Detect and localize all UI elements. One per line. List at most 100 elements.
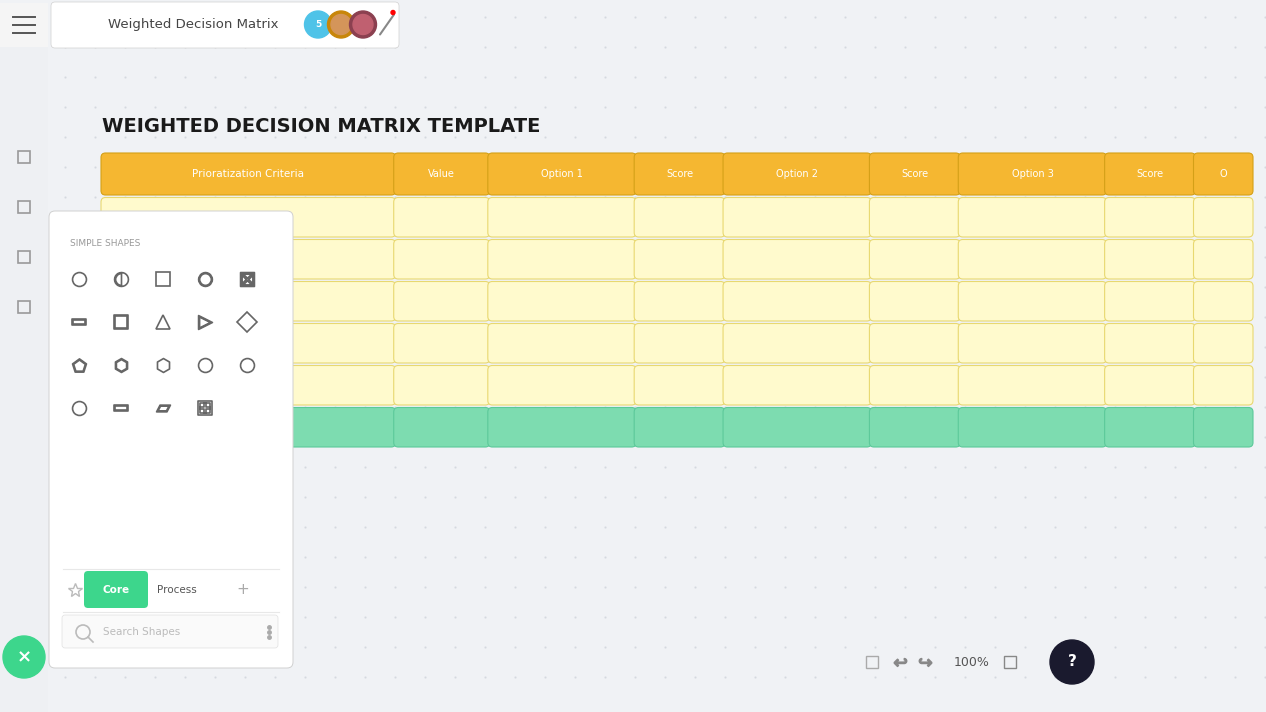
- FancyBboxPatch shape: [394, 323, 490, 363]
- Text: WEIGHTED DECISION MATRIX TEMPLATE: WEIGHTED DECISION MATRIX TEMPLATE: [103, 117, 541, 137]
- Text: Score: Score: [901, 169, 928, 179]
- FancyBboxPatch shape: [723, 153, 871, 195]
- FancyBboxPatch shape: [101, 365, 396, 405]
- FancyBboxPatch shape: [487, 239, 637, 279]
- Text: ?: ?: [1067, 654, 1076, 669]
- FancyBboxPatch shape: [0, 47, 48, 712]
- FancyBboxPatch shape: [101, 323, 396, 363]
- FancyBboxPatch shape: [0, 3, 48, 47]
- FancyBboxPatch shape: [723, 239, 871, 279]
- FancyBboxPatch shape: [723, 323, 871, 363]
- FancyBboxPatch shape: [394, 239, 490, 279]
- FancyBboxPatch shape: [51, 2, 399, 48]
- FancyBboxPatch shape: [723, 197, 871, 237]
- Circle shape: [353, 14, 373, 34]
- FancyBboxPatch shape: [101, 153, 396, 195]
- Text: 5: 5: [315, 20, 322, 29]
- FancyBboxPatch shape: [958, 153, 1106, 195]
- FancyBboxPatch shape: [723, 365, 871, 405]
- Circle shape: [391, 11, 395, 14]
- FancyBboxPatch shape: [958, 239, 1106, 279]
- FancyBboxPatch shape: [634, 239, 725, 279]
- FancyBboxPatch shape: [1194, 197, 1253, 237]
- Text: ia 3: ia 3: [239, 296, 258, 306]
- FancyBboxPatch shape: [870, 153, 961, 195]
- Circle shape: [3, 636, 46, 678]
- FancyBboxPatch shape: [958, 365, 1106, 405]
- FancyBboxPatch shape: [634, 197, 725, 237]
- Text: Option 3: Option 3: [1012, 169, 1053, 179]
- FancyBboxPatch shape: [870, 197, 961, 237]
- Circle shape: [328, 11, 354, 38]
- Text: Prioratization Criteria: Prioratization Criteria: [192, 169, 304, 179]
- Text: 100%: 100%: [955, 656, 990, 669]
- Text: O: O: [1219, 169, 1227, 179]
- FancyBboxPatch shape: [870, 407, 961, 447]
- FancyBboxPatch shape: [870, 281, 961, 321]
- FancyBboxPatch shape: [49, 211, 292, 668]
- Text: al: al: [243, 422, 253, 432]
- Circle shape: [330, 14, 351, 34]
- Text: Score: Score: [666, 169, 694, 179]
- FancyBboxPatch shape: [1105, 323, 1195, 363]
- Text: ia 6: ia 6: [239, 380, 258, 390]
- Text: Core: Core: [103, 585, 129, 595]
- FancyBboxPatch shape: [62, 615, 279, 648]
- Text: Criteria 1: Criteria 1: [224, 212, 272, 222]
- FancyBboxPatch shape: [1194, 153, 1253, 195]
- Text: Option 1: Option 1: [541, 169, 582, 179]
- FancyBboxPatch shape: [723, 407, 871, 447]
- FancyBboxPatch shape: [723, 281, 871, 321]
- FancyBboxPatch shape: [487, 153, 637, 195]
- FancyBboxPatch shape: [958, 323, 1106, 363]
- Text: Weighted Decision Matrix: Weighted Decision Matrix: [108, 18, 279, 31]
- Text: Value: Value: [428, 169, 456, 179]
- FancyBboxPatch shape: [634, 365, 725, 405]
- FancyBboxPatch shape: [958, 197, 1106, 237]
- Circle shape: [305, 11, 332, 38]
- FancyBboxPatch shape: [1194, 407, 1253, 447]
- FancyBboxPatch shape: [487, 407, 637, 447]
- Text: Process: Process: [157, 585, 197, 595]
- FancyBboxPatch shape: [1194, 281, 1253, 321]
- FancyBboxPatch shape: [1194, 323, 1253, 363]
- FancyBboxPatch shape: [394, 365, 490, 405]
- FancyBboxPatch shape: [101, 239, 396, 279]
- FancyBboxPatch shape: [1105, 407, 1195, 447]
- FancyBboxPatch shape: [84, 571, 148, 608]
- FancyBboxPatch shape: [958, 407, 1106, 447]
- FancyBboxPatch shape: [394, 407, 490, 447]
- FancyBboxPatch shape: [1105, 153, 1195, 195]
- FancyBboxPatch shape: [634, 407, 725, 447]
- Text: Search Shapes: Search Shapes: [103, 627, 180, 637]
- FancyBboxPatch shape: [1105, 365, 1195, 405]
- FancyBboxPatch shape: [487, 281, 637, 321]
- FancyBboxPatch shape: [394, 281, 490, 321]
- FancyBboxPatch shape: [487, 323, 637, 363]
- FancyBboxPatch shape: [1194, 365, 1253, 405]
- Circle shape: [349, 11, 376, 38]
- FancyBboxPatch shape: [101, 281, 396, 321]
- FancyBboxPatch shape: [487, 197, 637, 237]
- FancyBboxPatch shape: [634, 323, 725, 363]
- FancyBboxPatch shape: [870, 239, 961, 279]
- FancyBboxPatch shape: [634, 281, 725, 321]
- Text: Score: Score: [1137, 169, 1163, 179]
- Circle shape: [1050, 640, 1094, 684]
- FancyBboxPatch shape: [1105, 197, 1195, 237]
- Text: Criteria 2: Criteria 2: [224, 254, 272, 264]
- Text: +: +: [237, 582, 249, 597]
- FancyBboxPatch shape: [870, 365, 961, 405]
- FancyBboxPatch shape: [101, 407, 396, 447]
- Text: ×: ×: [16, 648, 32, 666]
- FancyBboxPatch shape: [1105, 281, 1195, 321]
- Text: ia 4: ia 4: [239, 338, 258, 348]
- FancyBboxPatch shape: [634, 153, 725, 195]
- Text: SIMPLE SHAPES: SIMPLE SHAPES: [70, 239, 141, 248]
- FancyBboxPatch shape: [870, 323, 961, 363]
- Text: Option 2: Option 2: [776, 169, 818, 179]
- FancyBboxPatch shape: [958, 281, 1106, 321]
- FancyBboxPatch shape: [394, 153, 490, 195]
- FancyBboxPatch shape: [394, 197, 490, 237]
- FancyBboxPatch shape: [1194, 239, 1253, 279]
